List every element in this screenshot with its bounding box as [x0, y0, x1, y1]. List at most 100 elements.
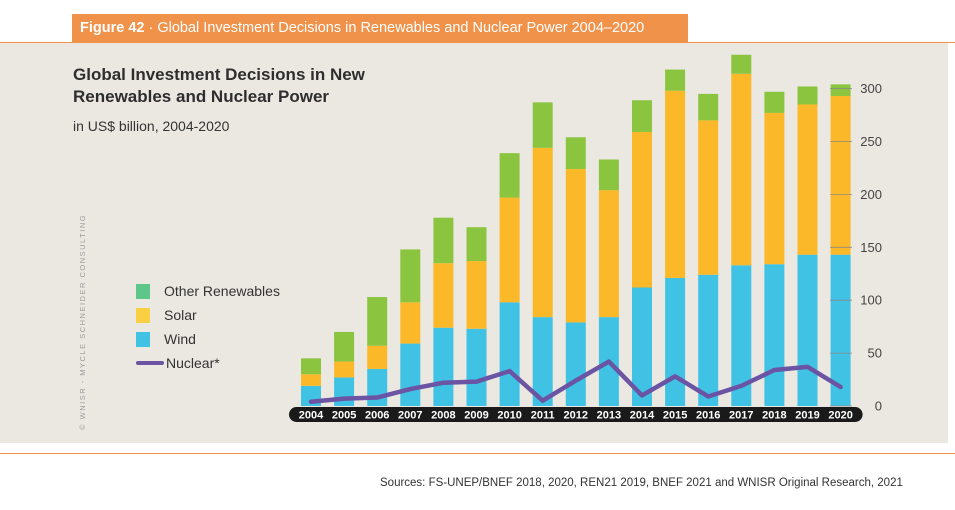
x-tick-label: 2017: [729, 410, 753, 422]
nuclear-point-2009: [474, 379, 479, 384]
bar-other-renewables-2013: [598, 159, 619, 191]
nuclear-point-2006: [375, 395, 380, 400]
y-tick-label: 300: [860, 81, 882, 96]
y-tick-label: 200: [860, 187, 882, 202]
chart-subtitle: in US$ billion, 2004-2020: [73, 118, 230, 134]
chart-title: Global Investment Decisions in New Renew…: [73, 65, 365, 106]
figure-label: Figure 42: [80, 20, 145, 36]
bar-wind-2020: [830, 254, 851, 406]
bar-wind-2007: [400, 343, 421, 406]
bar-wind-2008: [433, 327, 454, 406]
nuclear-point-2008: [441, 380, 446, 385]
nuclear-point-2012: [573, 378, 578, 383]
bar-wind-2010: [499, 302, 520, 406]
bar-solar-2007: [400, 302, 421, 344]
legend-swatch: [136, 283, 150, 299]
bar-other-renewables-2006: [367, 297, 388, 346]
x-tick-label: 2020: [828, 410, 852, 422]
x-tick-label: 2009: [464, 410, 488, 422]
nuclear-point-2010: [507, 369, 512, 374]
bar-solar-2018: [764, 112, 785, 265]
y-axis: 0 50 100 150 200 250 300: [830, 81, 882, 414]
nuclear-line-layer: [308, 359, 843, 405]
x-axis-band: [289, 407, 863, 422]
legend-swatch: [136, 307, 150, 323]
legend-label: Wind: [164, 331, 196, 347]
legend-item-nuclear: Nuclear*: [136, 351, 280, 375]
bar-solar-2019: [797, 104, 818, 255]
legend-label: Solar: [164, 307, 197, 323]
legend-item-other-renewables: Other Renewables: [136, 279, 280, 303]
bar-other-renewables-2004: [301, 358, 321, 375]
bar-other-renewables-2011: [532, 102, 553, 148]
bar-wind-2005: [334, 377, 355, 406]
x-tick-label: 2011: [531, 410, 555, 422]
x-tick-label: 2012: [564, 410, 588, 422]
sources-note: Sources: FS-UNEP/BNEF 2018, 2020, REN21 …: [380, 477, 903, 489]
nuclear-point-2020: [838, 384, 843, 389]
bar-solar-2015: [665, 90, 686, 278]
bars-layer: [301, 54, 851, 406]
nuclear-point-2013: [606, 359, 611, 364]
legend-swatch: [136, 331, 150, 347]
bar-solar-2008: [433, 263, 454, 328]
bar-solar-2016: [698, 120, 719, 275]
bar-solar-2013: [598, 190, 619, 318]
x-tick-label: 2004: [299, 410, 324, 422]
bar-other-renewables-2016: [698, 93, 719, 121]
y-tick-label: 0: [875, 399, 882, 414]
y-tick-label: 50: [868, 346, 882, 361]
nuclear-point-2007: [408, 387, 413, 392]
y-tick-label: 250: [860, 134, 882, 149]
bar-wind-2019: [797, 254, 818, 406]
x-tick-label: 2010: [497, 410, 521, 422]
x-tick-label: 2016: [696, 410, 720, 422]
legend-item-solar: Solar: [136, 303, 280, 327]
x-tick-label: 2005: [332, 410, 356, 422]
bar-other-renewables-2017: [731, 54, 752, 74]
bar-solar-2014: [632, 131, 652, 288]
figure-title: Global Investment Decisions in Renewable…: [157, 20, 645, 36]
bar-wind-2012: [565, 322, 586, 406]
bar-wind-2018: [764, 264, 785, 406]
nuclear-point-2017: [739, 383, 744, 388]
bar-solar-2010: [499, 197, 520, 303]
x-tick-label: 2019: [795, 410, 819, 422]
bar-solar-2005: [334, 361, 355, 378]
bar-solar-2012: [565, 169, 586, 323]
top-rule: [0, 42, 955, 43]
bar-wind-2011: [532, 317, 553, 406]
legend: Other Renewables Solar Wind Nuclear*: [136, 279, 280, 375]
bar-other-renewables-2019: [797, 86, 818, 105]
bar-solar-2009: [466, 261, 487, 329]
bar-wind-2009: [466, 328, 487, 406]
x-axis: 2004 2005 2006 2007 2008 2009 2010 2011 2012 2013…: [289, 407, 863, 422]
bar-other-renewables-2010: [499, 153, 520, 198]
bar-wind-2006: [367, 368, 388, 406]
legend-label: Other Renewables: [164, 283, 280, 299]
nuclear-point-2005: [342, 396, 347, 401]
bar-wind-2015: [665, 277, 686, 406]
bottom-rule: [0, 453, 955, 454]
bar-other-renewables-2007: [400, 249, 421, 303]
figure-header: Figure 42 · Global Investment Decisions …: [72, 14, 688, 42]
y-tick-label: 100: [860, 293, 882, 308]
x-tick-label: 2013: [597, 410, 621, 422]
bar-other-renewables-2008: [433, 217, 454, 264]
legend-label: Nuclear*: [166, 355, 220, 371]
nuclear-point-2011: [540, 398, 545, 403]
bar-other-renewables-2012: [565, 137, 586, 170]
bar-wind-2017: [731, 265, 752, 406]
bar-solar-2006: [367, 345, 388, 369]
nuclear-point-2016: [706, 394, 711, 399]
bar-solar-2020: [830, 96, 851, 255]
bar-wind-2014: [632, 287, 652, 406]
y-tick-label: 150: [860, 240, 882, 255]
figure-separator: ·: [144, 20, 158, 36]
x-tick-label: 2015: [663, 410, 687, 422]
x-tick-label: 2018: [762, 410, 786, 422]
bar-solar-2004: [301, 374, 321, 386]
nuclear-point-2004: [309, 399, 313, 404]
x-tick-label: 2007: [398, 410, 422, 422]
